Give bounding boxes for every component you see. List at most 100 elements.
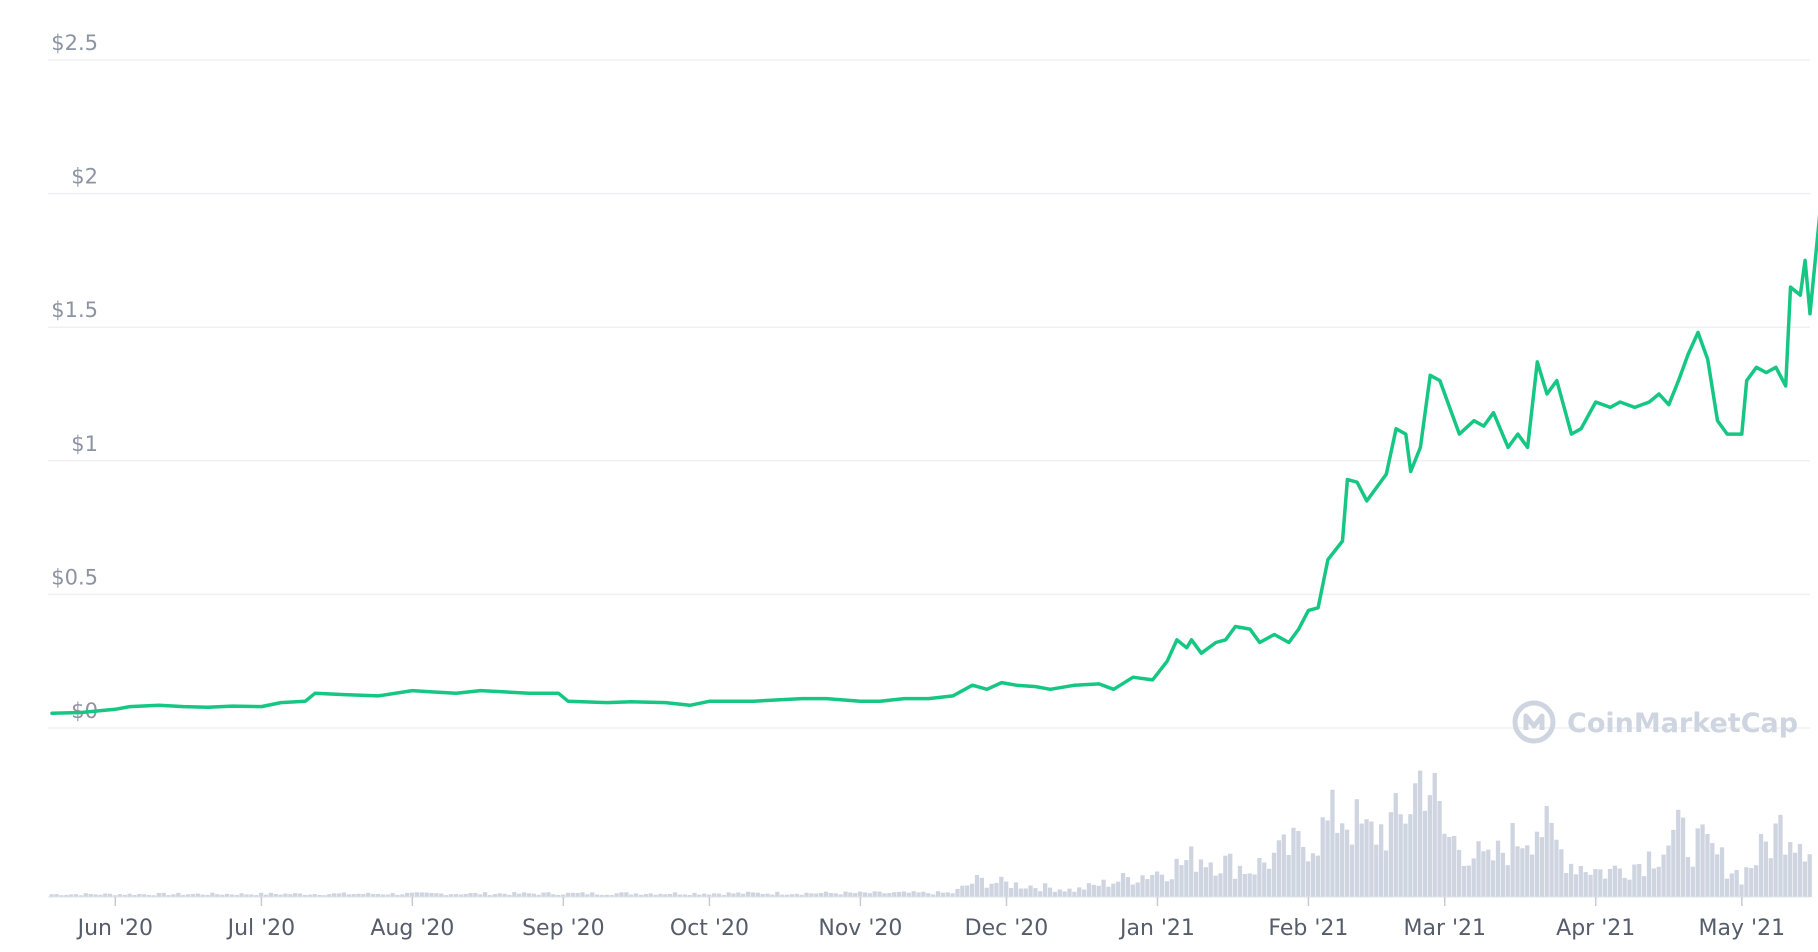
volume-bar: [604, 894, 609, 897]
volume-bar: [770, 894, 775, 897]
volume-bar: [857, 891, 863, 897]
volume-bar: [181, 894, 186, 897]
volume-bar: [1690, 866, 1695, 897]
volume-bar: [833, 893, 838, 897]
volume-bar: [1705, 834, 1710, 897]
x-tick-label: Feb '21: [1268, 916, 1348, 941]
volume-bar: [1534, 831, 1540, 897]
volume-bar: [1359, 823, 1364, 897]
volume-bar: [473, 892, 478, 897]
volume-bar: [1364, 819, 1369, 897]
volume-bar: [882, 893, 887, 897]
volume-bar: [1656, 866, 1661, 897]
volume-bar: [570, 892, 575, 897]
volume-bar: [1208, 862, 1213, 897]
volume-bar: [1427, 795, 1432, 897]
volume-bar: [151, 895, 157, 897]
volume-bar: [336, 893, 342, 897]
volume-bar: [877, 891, 882, 897]
volume-bar: [127, 893, 132, 897]
volume-bar: [1598, 869, 1603, 897]
y-tick-label: $0.5: [51, 565, 98, 589]
volume-bar: [1442, 833, 1447, 897]
volume-bar: [984, 887, 989, 897]
volume-bar: [1023, 888, 1028, 897]
volume-bar: [1310, 853, 1316, 897]
volume-bar: [1744, 867, 1749, 897]
volume-bar: [375, 893, 381, 897]
volume-bar: [176, 892, 181, 897]
volume-bars: [49, 770, 1812, 897]
volume-bar: [1539, 837, 1544, 897]
volume-bar: [643, 894, 648, 897]
volume-bar: [492, 894, 497, 897]
volume-bar: [955, 888, 960, 897]
volume-bar: [999, 876, 1004, 897]
volume-bar: [361, 893, 366, 897]
volume-bar: [672, 892, 678, 897]
volume-bar: [599, 894, 605, 897]
volume-bar: [1491, 860, 1496, 897]
volume-bar: [1276, 840, 1282, 897]
volume-bar: [49, 894, 54, 897]
volume-bar: [1481, 851, 1486, 897]
volume-bar: [1413, 783, 1418, 897]
volume-bar: [453, 894, 459, 897]
volume-bar: [370, 893, 376, 897]
volume-bar: [293, 893, 298, 897]
volume-bar: [556, 894, 561, 897]
volume-bar: [1062, 891, 1067, 897]
volume-bar: [940, 892, 946, 897]
volume-bar: [249, 894, 254, 897]
volume-bar: [98, 894, 103, 897]
volume-bar: [726, 892, 731, 897]
volume-bar: [823, 891, 829, 897]
volume-bar: [1349, 844, 1355, 897]
volume-bar: [814, 893, 819, 897]
volume-bar: [1013, 882, 1019, 897]
x-tick-label: Sep '20: [522, 916, 605, 941]
volume-bar: [935, 891, 941, 897]
volume-bar: [1101, 879, 1106, 897]
volume-bar: [502, 893, 507, 897]
volume-bar: [1403, 823, 1408, 897]
volume-bar: [638, 894, 644, 897]
volume-bar: [609, 894, 614, 897]
volume-bar: [93, 894, 98, 897]
volume-bar: [1525, 845, 1530, 897]
volume-bar: [1603, 878, 1608, 897]
volume-bar: [818, 892, 824, 897]
volume-bar: [1617, 868, 1622, 897]
volume-bar: [1666, 845, 1671, 897]
volume-bar: [1301, 846, 1306, 897]
volume-bar: [1432, 772, 1437, 897]
volume-bar: [1262, 862, 1267, 897]
volume-bar: [916, 892, 921, 897]
volume-bar: [716, 893, 721, 897]
volume-bar: [1174, 858, 1179, 897]
volume-bar: [745, 891, 751, 897]
volume-bar: [1145, 879, 1150, 897]
volume-bar: [1164, 881, 1170, 897]
volume-bar: [322, 895, 327, 897]
volume-bar: [1466, 865, 1471, 897]
volume-bar: [1641, 876, 1647, 897]
volume-bar: [229, 894, 235, 897]
volume-bar: [677, 894, 683, 897]
volume-bar: [945, 892, 950, 897]
volume-bar: [697, 894, 702, 897]
volume-bar: [146, 894, 152, 897]
volume-bar: [896, 891, 902, 897]
volume-bar: [1008, 887, 1014, 897]
volume-bar: [1612, 865, 1618, 897]
coinmarketcap-logo-mark: [1523, 713, 1545, 730]
volume-bar: [1627, 879, 1632, 897]
volume-bar: [585, 894, 590, 897]
x-tick-label: Nov '20: [818, 916, 902, 941]
volume-bar: [1408, 814, 1413, 897]
volume-bar: [517, 893, 522, 897]
volume-bar: [69, 894, 74, 897]
volume-bar: [765, 893, 770, 897]
volume-bar: [1232, 878, 1238, 897]
volume-bar: [1344, 829, 1350, 897]
